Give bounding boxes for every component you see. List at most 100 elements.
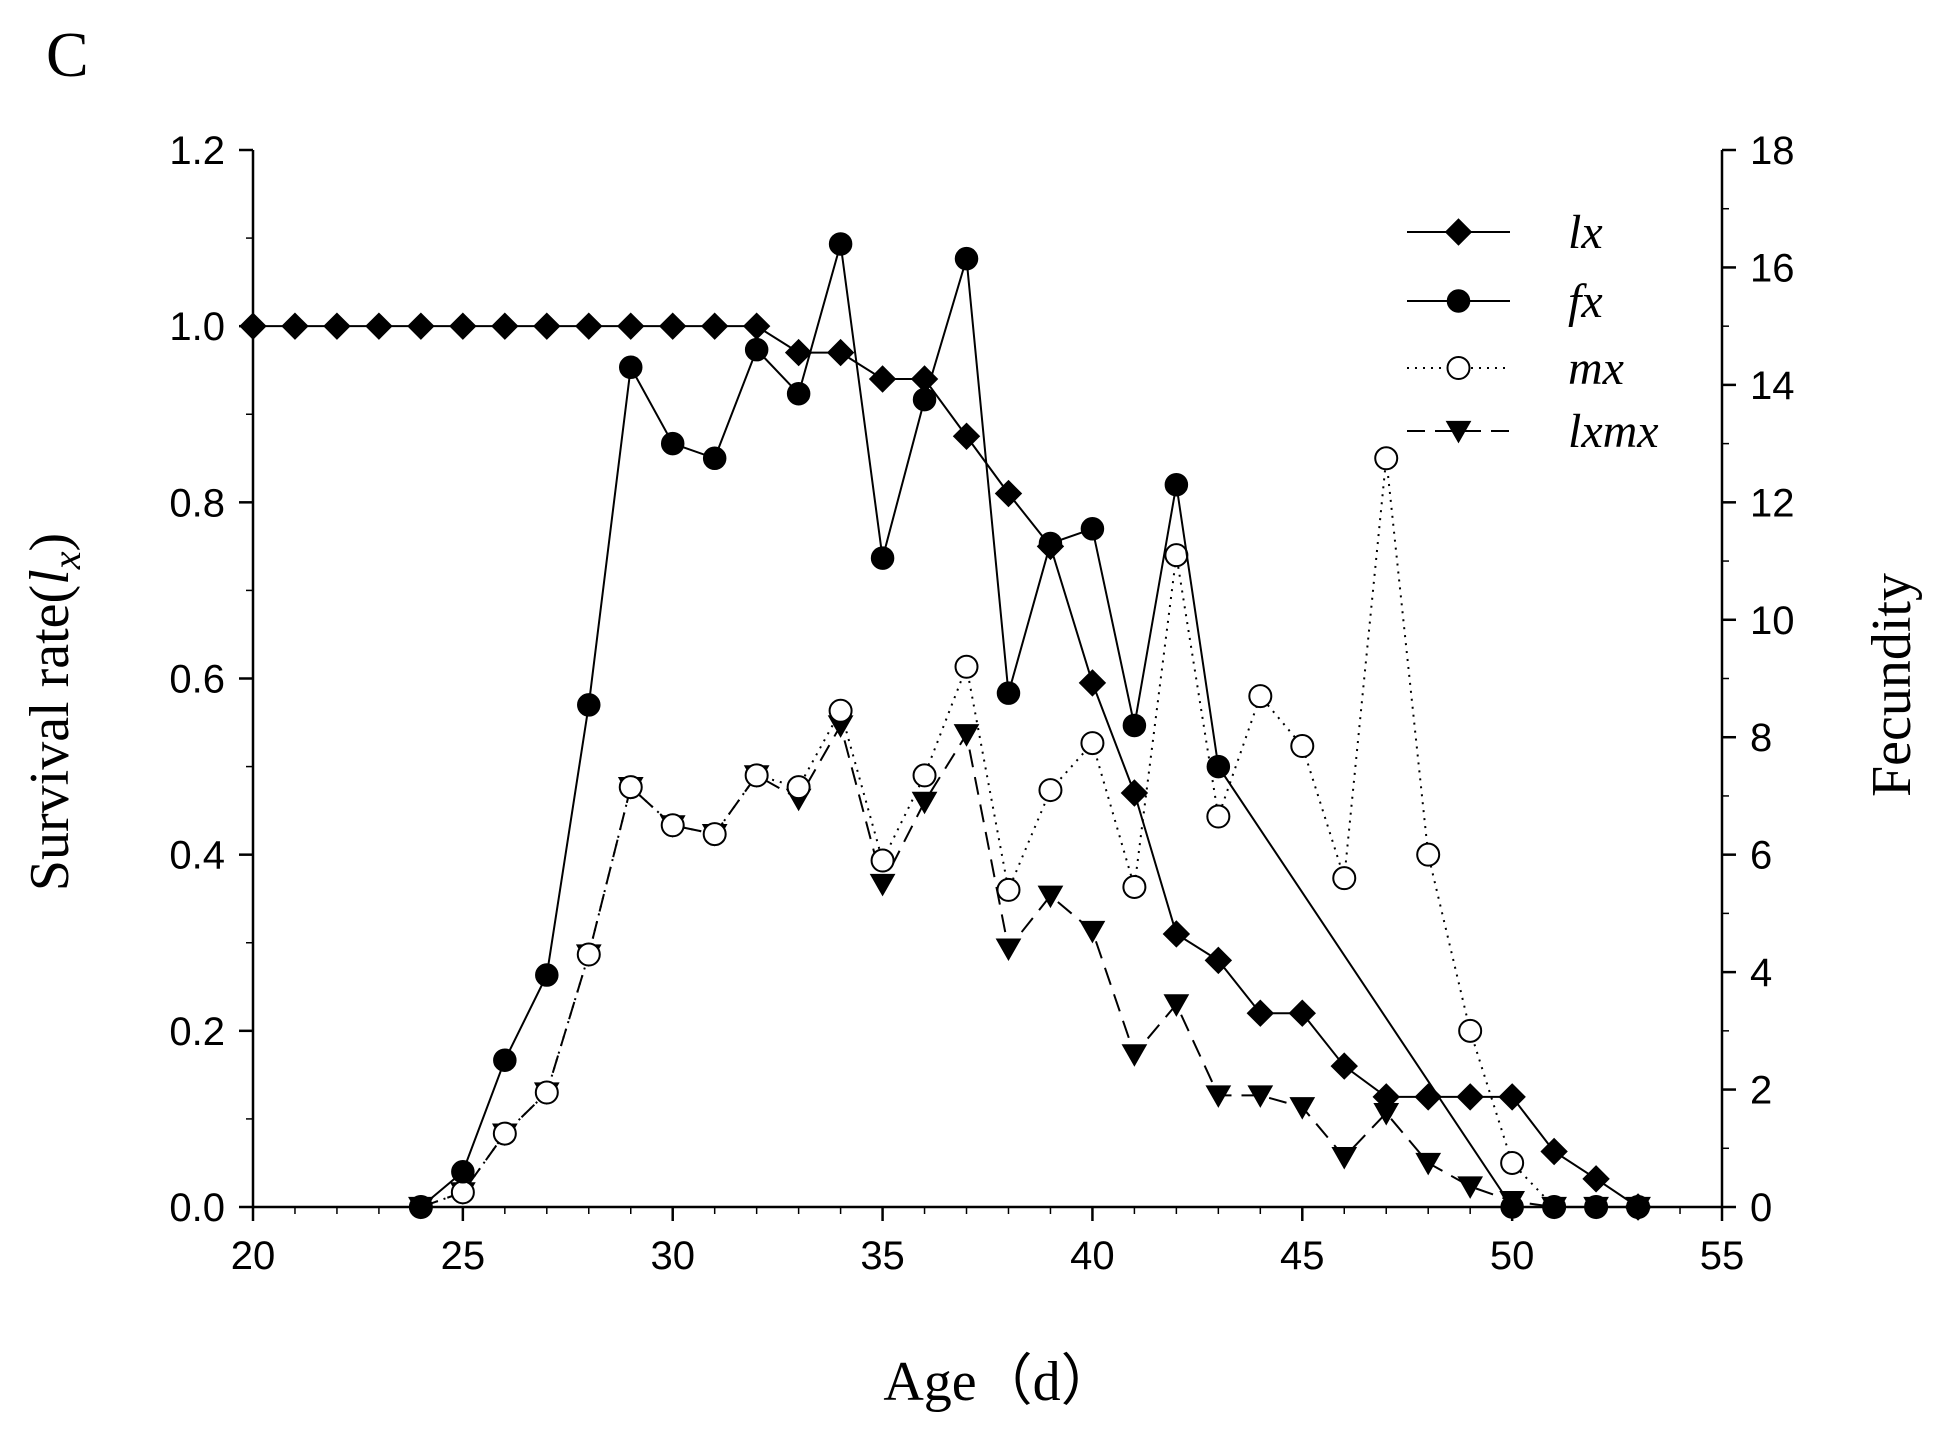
data-point-mx: [492, 1121, 517, 1146]
y-right-tick-label: 8: [1750, 716, 1772, 760]
legend-item-fx: fx: [1407, 275, 1603, 328]
data-point-fx: [786, 381, 811, 406]
data-point-mx: [1038, 778, 1063, 803]
series-fx: [409, 232, 1650, 1219]
y-right-tick-label: 6: [1750, 834, 1772, 878]
x-tick-label: 50: [1490, 1234, 1535, 1278]
data-point-lx: [700, 312, 729, 340]
data-point-mx: [1080, 731, 1105, 756]
y-right-tick-label: 12: [1750, 481, 1795, 525]
data-point-lxmx: [953, 724, 980, 747]
data-point-lxmx: [1289, 1097, 1316, 1120]
data-point-lx: [1204, 946, 1233, 975]
series-line-mx: [420, 458, 1639, 1208]
data-point-fx: [912, 387, 937, 412]
x-tick-label: 30: [650, 1234, 695, 1278]
data-point-mx: [786, 775, 811, 800]
data-point-lx: [323, 312, 351, 340]
data-point-mx: [450, 1180, 475, 1205]
data-point-lx: [1582, 1165, 1610, 1193]
legend-item-mx: mx: [1407, 342, 1624, 395]
y-left-tick-label: 0.8: [169, 481, 225, 525]
y-left-tick-label: 0.0: [169, 1186, 225, 1230]
data-point-lxmx: [1457, 1176, 1484, 1199]
data-point-mx: [828, 698, 853, 723]
x-tick-label: 55: [1700, 1234, 1745, 1278]
legend: lx fx mx lxmx: [1407, 206, 1659, 458]
data-point-lx: [784, 338, 813, 367]
data-point-lxmx: [869, 873, 896, 897]
data-point-mx: [576, 942, 601, 967]
y-axis-left-title-text: Survival rate(: [19, 585, 81, 891]
x-tick-label: 20: [231, 1234, 276, 1278]
y-left-tick-label: 0.6: [169, 658, 225, 702]
data-point-lxmx: [1205, 1085, 1232, 1108]
y-axis-left-title-subscript: x: [44, 551, 89, 570]
data-point-lx: [868, 365, 897, 393]
data-point-fx: [493, 1048, 517, 1072]
x-tick-label: 40: [1070, 1234, 1115, 1278]
data-point-lx: [1456, 1083, 1484, 1111]
data-point-lxmx: [1037, 885, 1064, 909]
data-point-lx: [449, 312, 477, 340]
data-point-fx: [451, 1160, 475, 1184]
legend-marker-lx: [1444, 218, 1473, 246]
x-tick-label: 45: [1280, 1234, 1325, 1278]
data-point-lx: [491, 312, 519, 340]
data-point-mx: [954, 654, 979, 679]
y-right-tick-label: 16: [1750, 246, 1795, 290]
data-point-lxmx: [1415, 1152, 1442, 1176]
data-point-fx: [1122, 713, 1147, 738]
data-point-lxmx: [995, 938, 1022, 962]
data-point-fx: [1206, 754, 1231, 779]
y-left-tick-label: 0.4: [169, 834, 225, 878]
legend-marker-fx: [1446, 289, 1471, 313]
data-point-lx: [1288, 999, 1316, 1027]
data-point-lx: [1414, 1083, 1442, 1111]
panel-label: C: [46, 19, 89, 90]
data-point-lx: [533, 312, 561, 340]
data-point-mx: [1206, 804, 1231, 829]
data-point-lx: [1540, 1137, 1568, 1166]
legend-marker-lxmx: [1445, 420, 1472, 444]
data-point-mx: [702, 822, 727, 847]
series-line-fx: [420, 243, 1639, 1208]
y-right-tick-label: 18: [1750, 129, 1795, 173]
data-point-mx: [1374, 446, 1399, 471]
axes-layer: 20 25 30 35 40 45 50 55 0.0 0.2 0.4 0.6 0.8 1.0 1.2 0 2 4…: [169, 129, 1794, 1278]
data-point-fx: [1080, 517, 1105, 541]
legend-marker-mx: [1446, 356, 1471, 380]
data-point-lx: [365, 312, 393, 340]
data-point-fx: [702, 446, 727, 471]
series-line-lx: [253, 325, 1639, 1208]
data-point-mx: [1332, 866, 1357, 891]
data-point-lx: [994, 479, 1023, 508]
series-layer: [239, 232, 1652, 1221]
data-point-lx: [617, 312, 645, 340]
data-point-fx: [996, 681, 1021, 705]
series-lxmx: [408, 715, 1651, 1220]
data-point-lx: [407, 312, 435, 340]
data-point-lx: [1498, 1083, 1526, 1111]
data-point-lx: [1078, 669, 1107, 697]
data-point-lx: [952, 422, 981, 450]
data-point-fx: [1164, 472, 1189, 497]
data-point-mx: [870, 848, 895, 873]
data-point-mx: [1122, 874, 1147, 899]
legend-label-lxmx: lxmx: [1568, 405, 1659, 458]
data-point-lx: [659, 312, 687, 340]
data-point-lx: [1330, 1052, 1358, 1080]
data-point-fx: [954, 246, 979, 271]
data-point-mx: [1164, 543, 1189, 568]
data-point-fx: [618, 355, 643, 380]
data-point-fx: [744, 337, 769, 362]
data-point-mx: [996, 877, 1021, 902]
series-lx: [239, 312, 1652, 1221]
data-point-fx: [870, 546, 895, 570]
data-point-lxmx: [911, 791, 938, 815]
y-left-tick-label: 1.0: [169, 305, 225, 349]
data-point-mx: [1416, 842, 1441, 867]
data-point-lx: [1246, 999, 1275, 1027]
data-point-fx: [660, 431, 685, 456]
